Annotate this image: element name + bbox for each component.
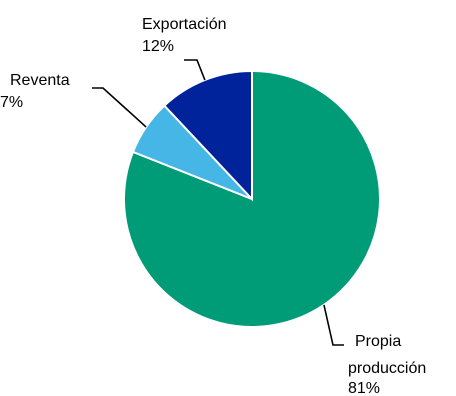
label-propia-produccion-value: 81%	[348, 380, 380, 396]
label-reventa-value: 7%	[0, 94, 23, 111]
label-exportacion-line1: Exportación	[142, 16, 227, 33]
leader-line-propia-producci-n	[323, 304, 344, 346]
label-reventa-line1: Reventa	[10, 72, 70, 89]
pie-slice-exportaci-n	[162, 69, 253, 202]
label-propia-produccion-line1: Propia	[355, 333, 401, 350]
pie-slices	[123, 69, 381, 328]
leader-line-reventa	[92, 87, 147, 128]
leader-lines	[92, 59, 344, 346]
label-propia-produccion-line2: producción	[348, 360, 426, 377]
leader-line-exportaci-n	[184, 59, 206, 81]
label-exportacion-value: 12%	[142, 38, 174, 55]
